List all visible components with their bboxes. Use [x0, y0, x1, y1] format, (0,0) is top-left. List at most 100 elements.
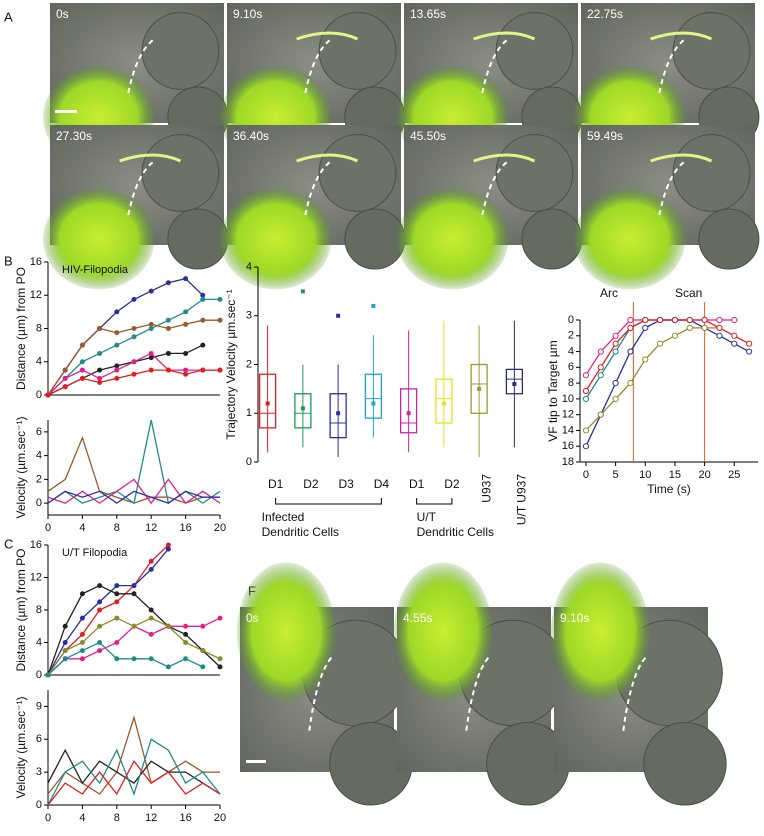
y-tick-label: 2 — [568, 330, 574, 342]
mean — [300, 406, 305, 411]
point — [165, 664, 171, 670]
x-tick-label: 20 — [214, 522, 226, 534]
cell — [167, 208, 229, 270]
point — [114, 583, 120, 589]
infected-cell — [220, 188, 332, 290]
point — [79, 631, 85, 637]
point — [148, 558, 154, 564]
point — [731, 340, 738, 347]
point — [582, 443, 590, 450]
point — [97, 640, 103, 645]
point — [114, 640, 120, 645]
point — [183, 656, 189, 662]
point — [97, 367, 103, 373]
point — [97, 648, 103, 654]
infected-cell — [550, 562, 650, 702]
point — [582, 395, 590, 402]
x-tick-label: D1 — [268, 477, 284, 491]
y-tick-label: 6 — [36, 733, 42, 745]
point — [45, 392, 51, 398]
point — [642, 324, 649, 331]
y-tick-label: 6 — [36, 426, 42, 438]
y-tick-label: 12 — [562, 409, 574, 421]
group-label: Infected — [262, 510, 305, 524]
frame-time: 13.65s — [410, 7, 446, 21]
point — [165, 280, 171, 286]
chart-title: HIV-Filopodia — [62, 264, 129, 276]
annotation: Arc — [600, 286, 618, 300]
point — [148, 321, 154, 327]
x-tick-label: 4 — [79, 522, 85, 534]
point — [597, 411, 604, 418]
x-tick-label: 0 — [45, 812, 51, 824]
point — [62, 648, 68, 654]
point — [597, 348, 604, 355]
infected-cell — [236, 562, 336, 702]
y-tick-label: 3 — [36, 766, 42, 778]
trajectory — [481, 160, 510, 216]
panel-label: C — [4, 536, 13, 551]
x-tick-label: 20 — [698, 469, 710, 481]
trajectory — [308, 655, 334, 731]
point — [131, 326, 137, 331]
series-line — [47, 298, 220, 396]
point — [183, 309, 189, 315]
point — [582, 372, 590, 379]
y-tick-label: 8 — [36, 322, 42, 334]
x-tick-label: 0 — [583, 469, 589, 481]
x-tick-label: 10 — [639, 469, 651, 481]
mean — [336, 411, 341, 416]
infected-cell — [393, 562, 493, 702]
point — [97, 623, 103, 629]
point — [200, 664, 206, 670]
group-label: Dendritic Cells — [417, 525, 494, 539]
x-tick-label: 15 — [669, 469, 681, 481]
series-line — [47, 715, 220, 795]
x-tick-label: U/T U937 — [515, 474, 529, 525]
point — [165, 317, 171, 323]
panel-label: B — [4, 253, 13, 268]
point — [148, 355, 154, 361]
trajectory — [465, 655, 491, 731]
point — [131, 591, 137, 597]
point — [79, 359, 85, 365]
point — [183, 321, 189, 327]
cell — [318, 134, 397, 212]
x-tick-label: U937 — [479, 474, 493, 503]
y-tick-label: 12 — [30, 289, 42, 301]
y-tick-label: 8 — [36, 604, 42, 616]
point — [200, 648, 206, 654]
point — [597, 372, 604, 379]
mean — [512, 382, 517, 386]
point — [148, 566, 154, 572]
y-tick-label: 4 — [36, 356, 42, 368]
cell — [698, 208, 760, 270]
point — [217, 296, 223, 302]
point — [686, 316, 693, 324]
cell — [672, 12, 751, 90]
point — [582, 387, 590, 395]
point — [183, 367, 189, 373]
point — [657, 316, 664, 324]
point — [148, 656, 154, 662]
point — [217, 656, 223, 662]
point — [716, 332, 723, 339]
point — [612, 348, 619, 355]
y-tick-label: 14 — [562, 424, 574, 436]
point — [148, 631, 154, 637]
point — [183, 371, 189, 377]
point — [200, 342, 206, 348]
point — [45, 672, 51, 678]
point — [131, 296, 137, 302]
series-line — [585, 327, 720, 431]
x-tick-label: 16 — [179, 812, 191, 824]
y-axis-label: VF tip to Target µm — [546, 340, 560, 441]
box — [470, 363, 488, 414]
point — [79, 342, 85, 348]
x-tick-label: 12 — [145, 522, 157, 534]
box — [258, 373, 277, 429]
y-tick-label: 0 — [36, 669, 42, 681]
x-tick-label: 16 — [179, 522, 191, 534]
y-tick-label: 10 — [562, 393, 574, 405]
